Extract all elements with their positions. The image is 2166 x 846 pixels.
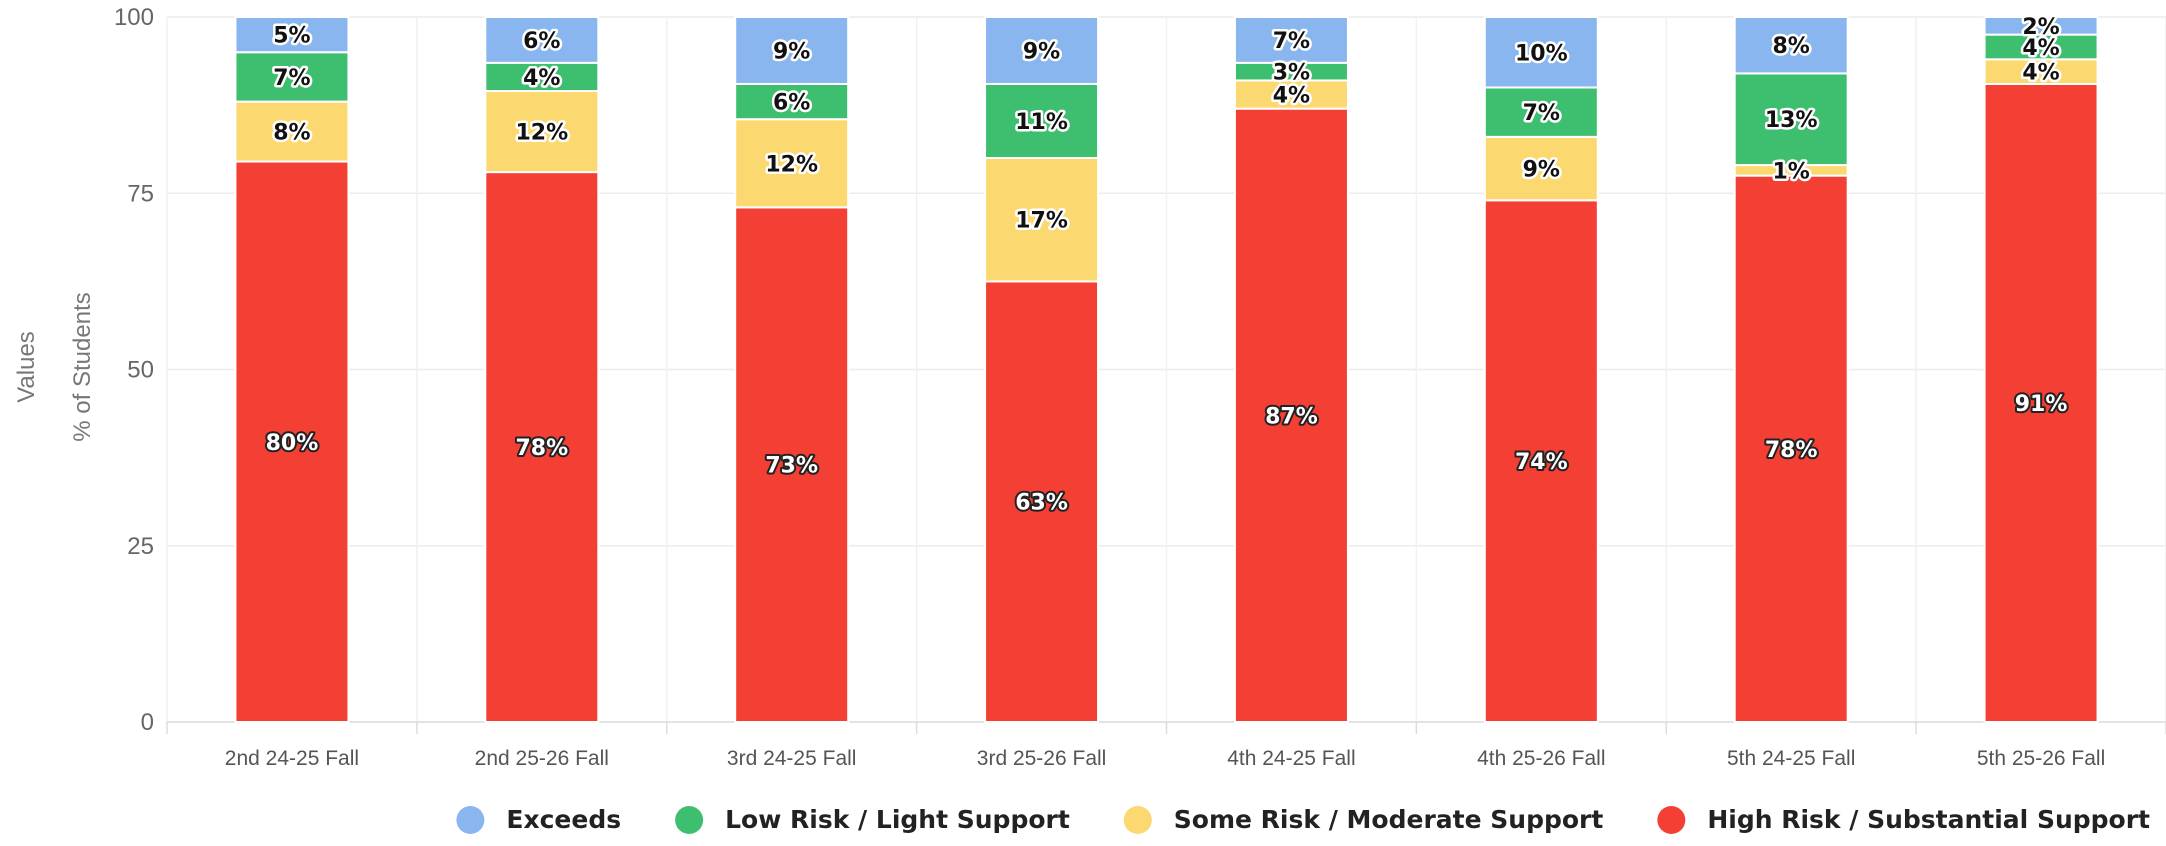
x-tick-label: 2nd 25-26 Fall [475, 747, 609, 770]
y-axis-caption: Values [13, 331, 40, 403]
bar-segment-1-7[interactable] [1733, 174, 1849, 723]
legend: Exceeds Low Risk / Light Support Some Risk… [456, 805, 2150, 834]
labels-layer: 80% 8% 7% 5% 78% 12% 4% 6% 73% 12% 6% 9% 63% 17% 11% 9%… [264, 12, 2070, 517]
bar-segment-1-8[interactable] [1983, 82, 2099, 724]
data-label: 2% [2022, 15, 2059, 40]
legend-item[interactable]: Low Risk / Light Support [675, 805, 1070, 834]
bar-segment-1-1[interactable] [234, 160, 350, 723]
data-label: 1% [1773, 159, 1810, 184]
x-tick-label: 4th 24-25 Fall [1227, 747, 1355, 770]
bar-segment-3-6[interactable] [1483, 86, 1599, 138]
y-tick-label: 25 [127, 533, 154, 560]
data-label: 9% [773, 39, 810, 64]
data-label: 9% [1023, 39, 1060, 64]
x-tick-label: 5th 25-26 Fall [1977, 747, 2105, 770]
data-label: 11% [1015, 110, 1068, 135]
bar-segment-1-5[interactable] [1233, 107, 1349, 723]
y-tick-label: 100 [114, 4, 154, 31]
bar-segment-2-5[interactable] [1233, 79, 1349, 110]
data-label: 4% [2022, 61, 2059, 86]
data-label: 3% [1273, 61, 1310, 86]
data-label: 73% [765, 454, 818, 479]
bar-segment-4-2[interactable] [484, 16, 600, 64]
bar-segment-1-4[interactable] [984, 280, 1100, 723]
data-label: 91% [2015, 392, 2068, 417]
legend-swatch [456, 806, 485, 834]
y-tick-label: 50 [127, 357, 154, 384]
legend-label: Exceeds [506, 805, 621, 834]
data-label: 4% [2022, 36, 2059, 61]
bar-segment-4-7[interactable] [1733, 16, 1849, 75]
legend-item[interactable]: Exceeds [456, 805, 621, 834]
data-label: 12% [515, 121, 568, 146]
bar-segment-3-3[interactable] [734, 82, 850, 121]
x-tick-label: 2nd 24-25 Fall [225, 747, 359, 770]
data-label: 8% [273, 121, 310, 146]
bar-segment-2-4[interactable] [984, 157, 1100, 283]
bar-segment-4-1[interactable] [234, 16, 350, 54]
y-tick-label: 75 [127, 180, 154, 207]
x-tick-label: 4th 25-26 Fall [1477, 747, 1605, 770]
bar-segment-4-5[interactable] [1233, 16, 1349, 64]
data-label: 80% [266, 431, 319, 456]
bar-segment-1-2[interactable] [484, 171, 600, 724]
data-label: 78% [1765, 438, 1818, 463]
bar-segment-3-8[interactable] [1983, 33, 2099, 61]
bars-layer [234, 16, 2099, 724]
bar-segment-2-8[interactable] [1983, 58, 2099, 85]
bar-segment-2-6[interactable] [1483, 135, 1599, 202]
data-label: 6% [523, 29, 560, 54]
legend-swatch [675, 806, 704, 834]
bar-segment-3-4[interactable] [984, 82, 1100, 159]
data-label: 63% [1015, 491, 1068, 516]
data-label: 87% [1265, 404, 1318, 429]
axis-layer: Values % of Students 0 25 50 75 100 2nd 24-25… [13, 4, 2105, 770]
bar-segment-3-7[interactable] [1733, 72, 1849, 167]
data-label: 7% [273, 66, 310, 91]
data-label: 17% [1015, 209, 1068, 234]
bar-segment-4-8[interactable] [1983, 16, 2099, 36]
legend-swatch [1123, 806, 1152, 834]
bar-segment-3-1[interactable] [234, 51, 350, 103]
legend-label: Some Risk / Moderate Support [1174, 805, 1604, 834]
legend-label: High Risk / Substantial Support [1707, 805, 2150, 834]
legend-item[interactable]: Some Risk / Moderate Support [1123, 805, 1604, 834]
legend-item[interactable]: High Risk / Substantial Support [1657, 805, 2150, 834]
bar-segment-3-2[interactable] [484, 61, 600, 93]
data-label: 7% [1273, 29, 1310, 54]
x-tick-label: 3rd 25-26 Fall [977, 747, 1107, 770]
bar-segment-1-6[interactable] [1483, 199, 1599, 724]
data-label: 5% [273, 24, 310, 49]
data-label: 7% [1523, 101, 1560, 126]
data-label: 9% [1523, 158, 1560, 183]
data-label: 74% [1515, 450, 1568, 475]
legend-swatch [1657, 806, 1686, 834]
data-label: 4% [1273, 84, 1310, 109]
grid-layer [166, 16, 2166, 734]
data-label: 10% [1515, 41, 1568, 66]
data-label: 78% [515, 436, 568, 461]
data-label: 12% [765, 152, 818, 177]
bar-segment-4-4[interactable] [984, 16, 1100, 85]
data-label: 8% [1773, 34, 1810, 59]
y-tick-label: 0 [141, 709, 154, 736]
x-tick-label: 3rd 24-25 Fall [727, 747, 857, 770]
bar-segment-4-3[interactable] [734, 16, 850, 85]
y-axis-title: % of Students [69, 292, 96, 441]
data-label: 4% [523, 66, 560, 91]
bar-segment-4-6[interactable] [1483, 16, 1599, 89]
data-label: 6% [773, 91, 810, 116]
legend-label: Low Risk / Light Support [725, 805, 1070, 834]
data-label: 13% [1765, 108, 1818, 133]
x-tick-label: 5th 24-25 Fall [1727, 747, 1855, 770]
bar-segment-2-2[interactable] [484, 90, 600, 174]
bar-segment-1-3[interactable] [734, 206, 850, 724]
